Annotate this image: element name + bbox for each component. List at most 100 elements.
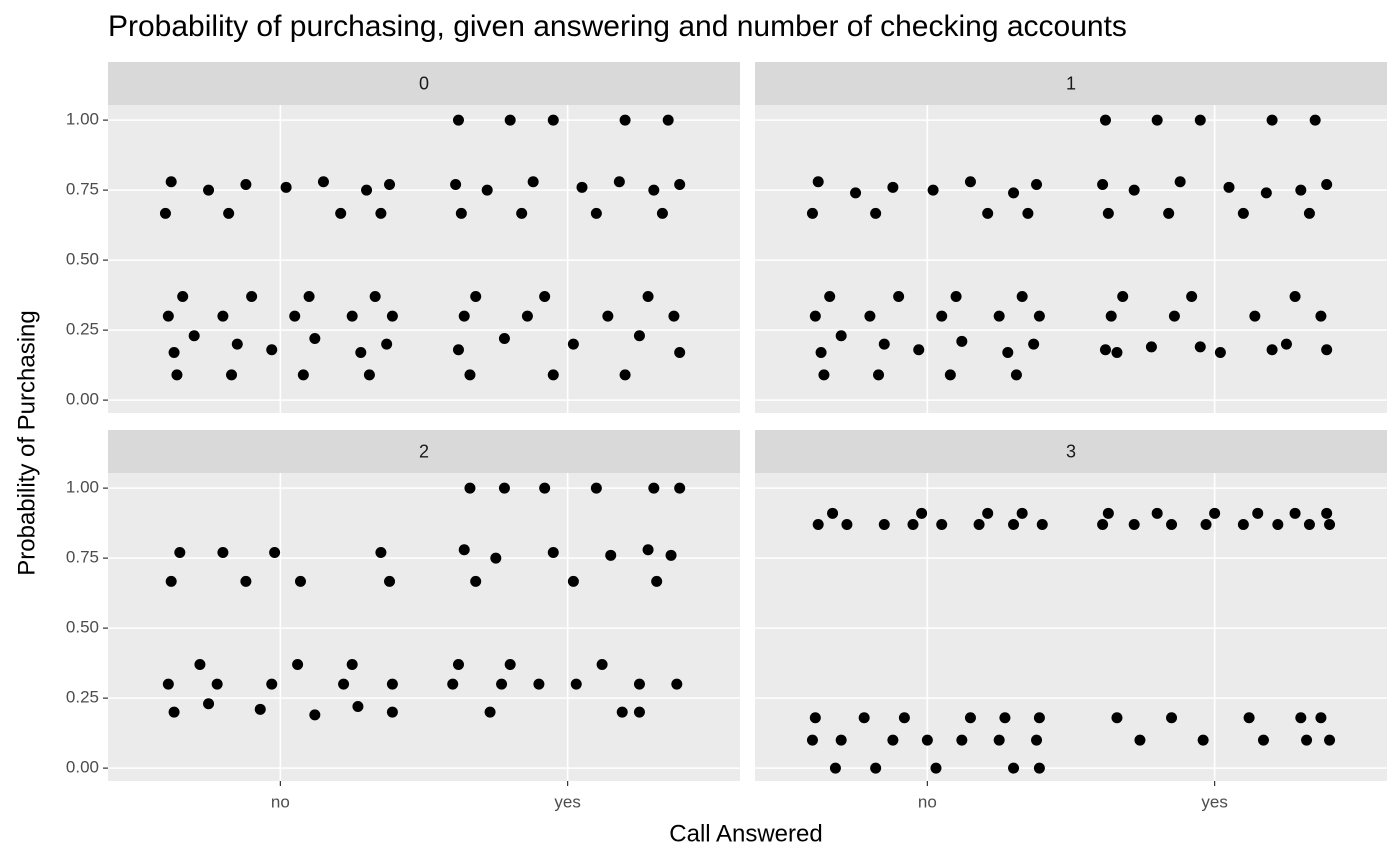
point: [1016, 291, 1028, 303]
point: [165, 176, 177, 188]
point: [656, 207, 668, 219]
point: [1257, 734, 1269, 746]
point: [309, 709, 321, 721]
point: [1324, 734, 1336, 746]
point: [668, 310, 680, 322]
point: [346, 659, 358, 671]
point: [999, 712, 1011, 724]
strip-background: [108, 62, 740, 105]
point: [1008, 762, 1020, 774]
point: [841, 519, 853, 531]
point: [159, 207, 171, 219]
point: [921, 734, 933, 746]
point: [1033, 762, 1045, 774]
point: [1117, 291, 1129, 303]
point: [1252, 507, 1264, 519]
point: [674, 179, 686, 191]
point: [829, 762, 841, 774]
point: [982, 207, 994, 219]
point: [870, 207, 882, 219]
point: [1099, 344, 1111, 356]
panel-background: [108, 473, 740, 781]
point: [516, 207, 528, 219]
point: [936, 310, 948, 322]
point: [1008, 519, 1020, 531]
facet-label: 3: [1066, 441, 1076, 461]
x-tick-label: no: [918, 792, 937, 811]
point: [266, 678, 278, 690]
point: [386, 678, 398, 690]
point: [1102, 507, 1114, 519]
point: [1099, 114, 1111, 126]
point: [521, 310, 533, 322]
point: [335, 207, 347, 219]
point: [498, 333, 510, 345]
point: [496, 678, 508, 690]
point: [547, 114, 559, 126]
point: [1324, 519, 1336, 531]
point: [662, 114, 674, 126]
point: [266, 344, 278, 356]
point: [174, 547, 186, 559]
point: [613, 176, 625, 188]
point: [993, 734, 1005, 746]
point: [1194, 114, 1206, 126]
point: [547, 547, 559, 559]
point: [1010, 369, 1022, 381]
point: [384, 179, 396, 191]
point: [619, 114, 631, 126]
point: [993, 310, 1005, 322]
point: [812, 176, 824, 188]
point: [576, 181, 588, 193]
point: [254, 703, 266, 715]
point: [452, 659, 464, 671]
point: [913, 344, 925, 356]
point: [1036, 519, 1048, 531]
x-tick-label: yes: [554, 792, 580, 811]
point: [858, 712, 870, 724]
point: [648, 482, 660, 494]
point: [950, 291, 962, 303]
point: [806, 207, 818, 219]
strip-background: [755, 62, 1387, 105]
point: [1295, 712, 1307, 724]
point: [1209, 507, 1221, 519]
point: [294, 575, 306, 587]
point: [1243, 712, 1255, 724]
point: [827, 507, 839, 519]
point: [1237, 519, 1249, 531]
point: [171, 369, 183, 381]
point: [490, 552, 502, 564]
panel-background: [755, 105, 1387, 413]
point: [936, 519, 948, 531]
point: [246, 291, 258, 303]
panel-background: [755, 473, 1387, 781]
point: [570, 678, 582, 690]
point: [381, 338, 393, 350]
point: [533, 678, 545, 690]
point: [1033, 712, 1045, 724]
point: [1309, 114, 1321, 126]
point: [815, 347, 827, 359]
point: [203, 698, 215, 710]
point: [527, 176, 539, 188]
point: [1128, 519, 1140, 531]
y-tick-label: 0.00: [66, 758, 99, 777]
point: [504, 659, 516, 671]
point: [452, 344, 464, 356]
y-tick-label: 1.00: [66, 478, 99, 497]
point: [452, 114, 464, 126]
point: [1315, 310, 1327, 322]
point: [642, 544, 654, 556]
panel-background: [108, 105, 740, 413]
point: [231, 338, 243, 350]
y-tick-label: 0.25: [66, 688, 99, 707]
point: [616, 706, 628, 718]
point: [1321, 344, 1333, 356]
point: [269, 547, 281, 559]
point: [1214, 347, 1226, 359]
point: [1033, 310, 1045, 322]
point: [605, 549, 617, 561]
y-tick-label: 1.00: [66, 110, 99, 129]
